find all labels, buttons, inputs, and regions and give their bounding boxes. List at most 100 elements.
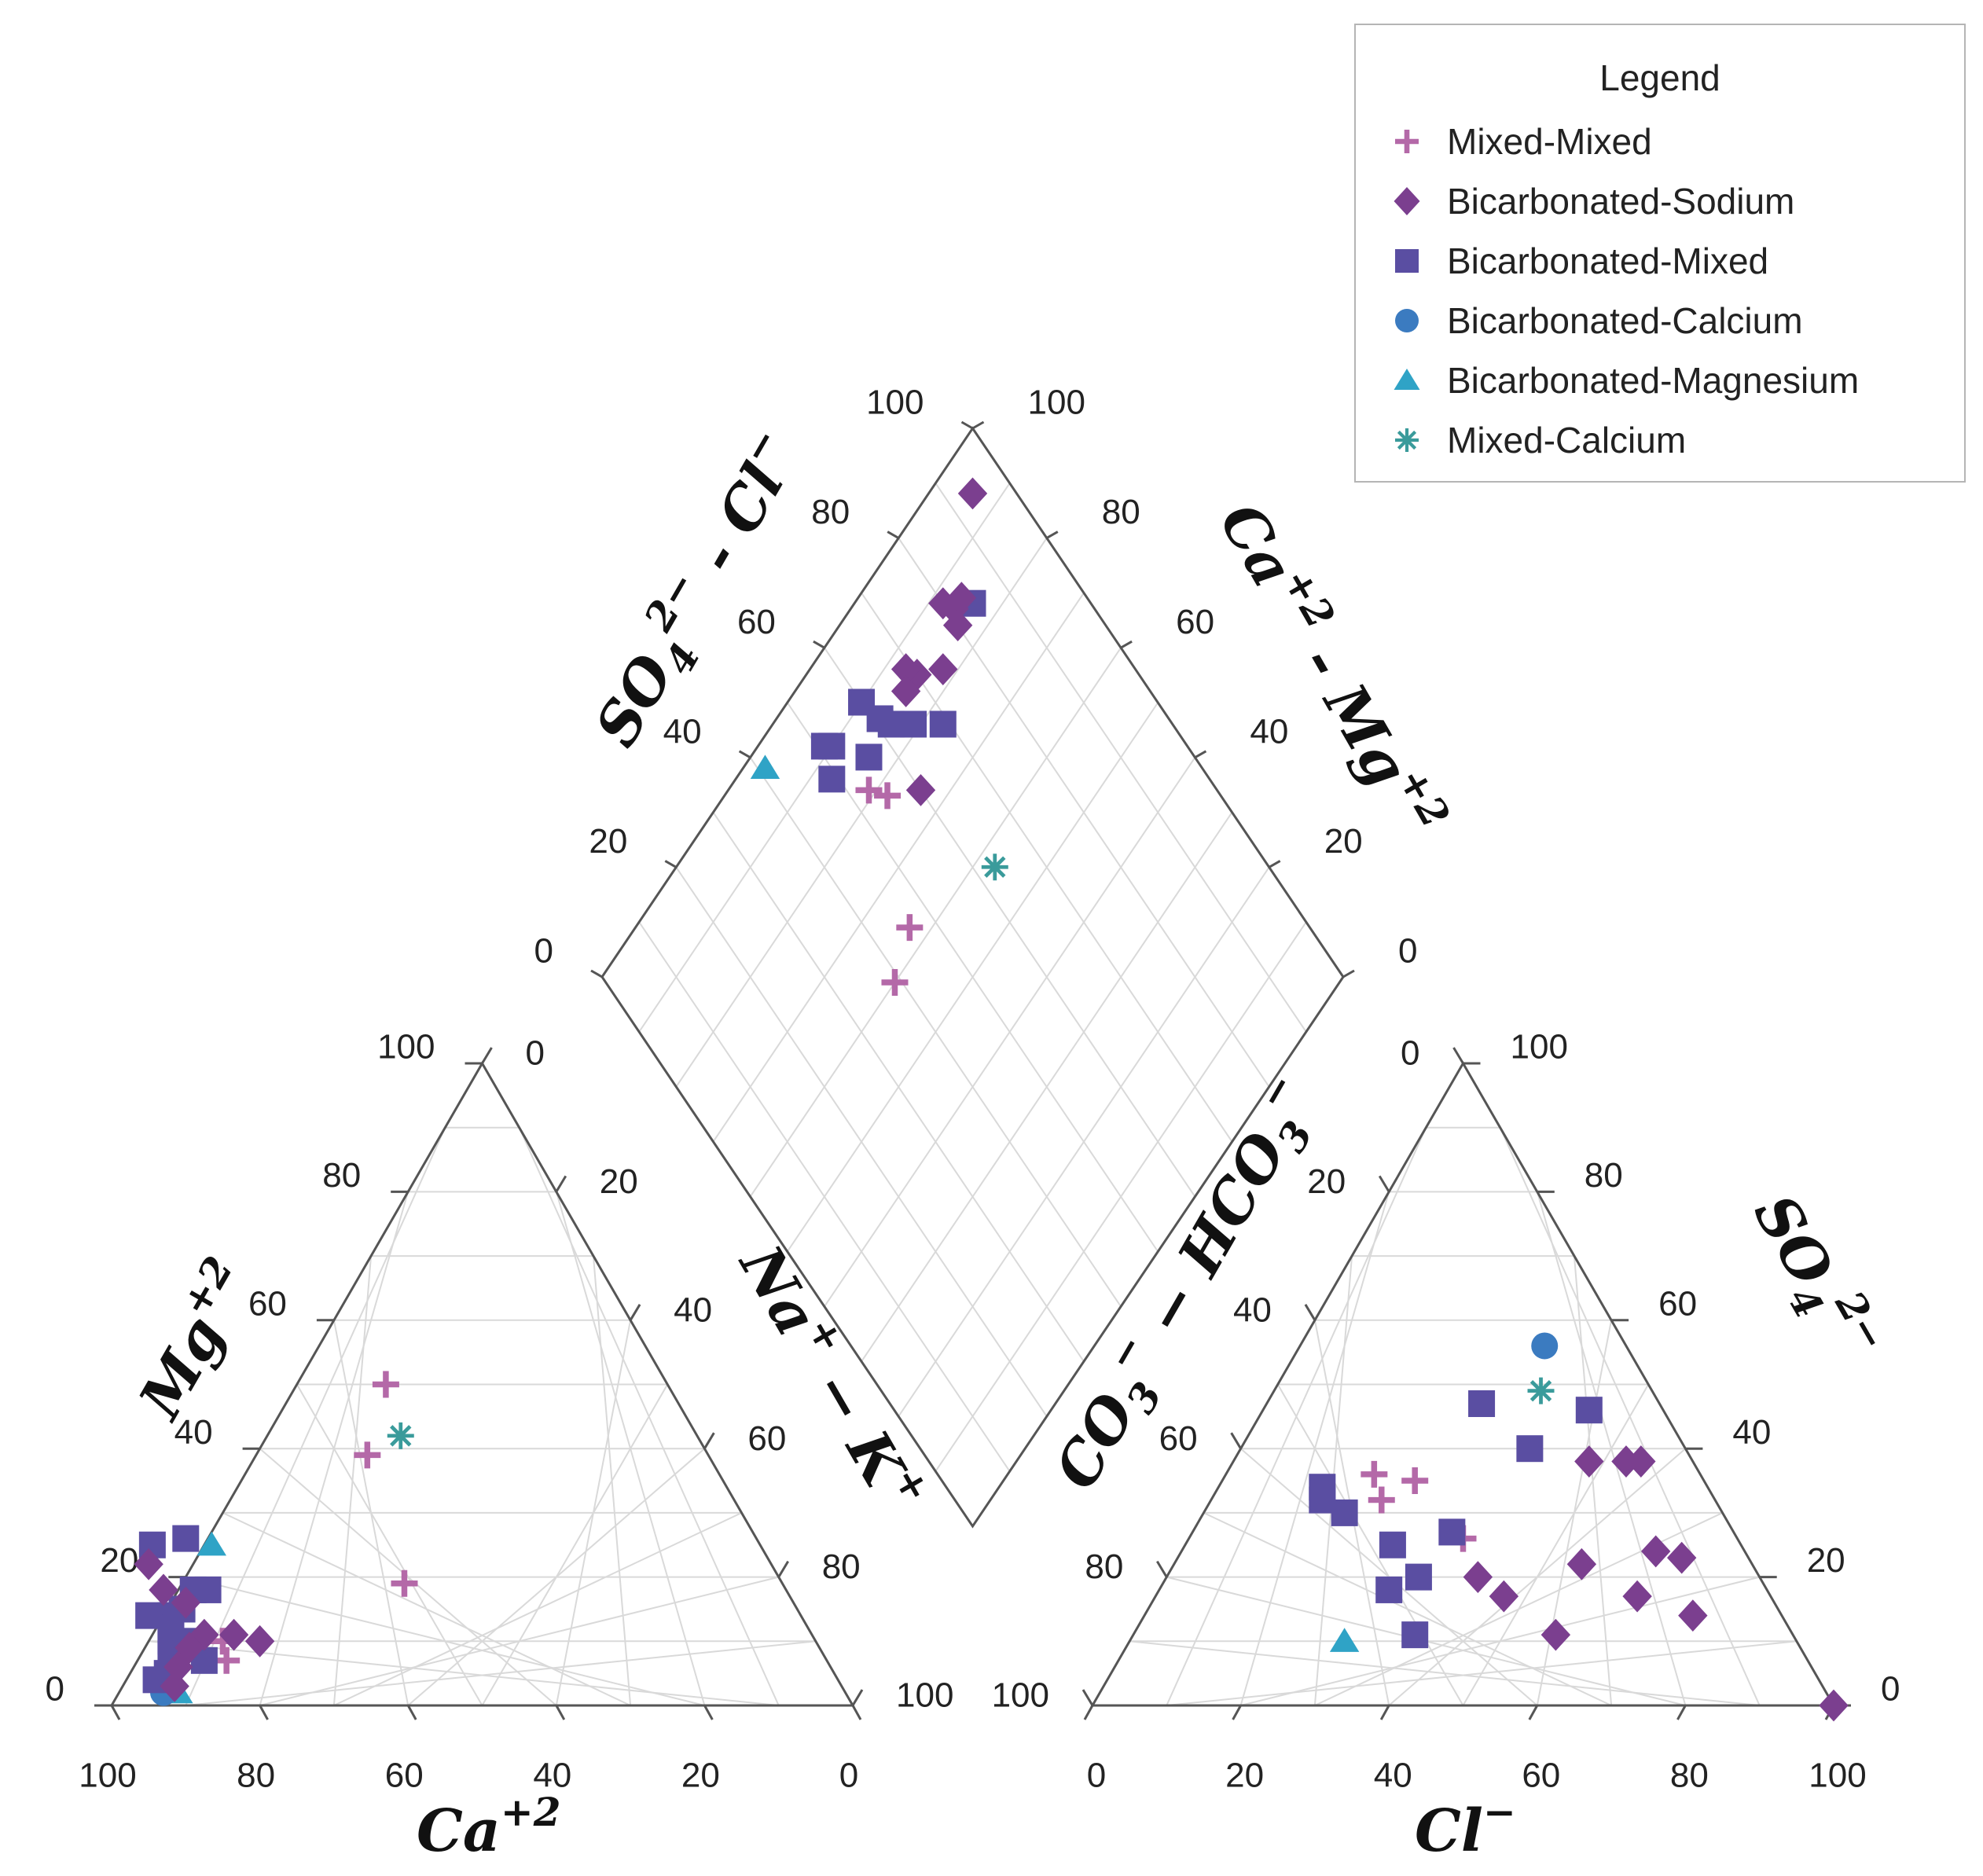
diamond-point (818, 765, 846, 793)
diamond-point (896, 914, 924, 942)
anion-bottom-tick-label: 100 (1809, 1757, 1866, 1795)
anion-grid-r (1203, 1511, 1612, 1706)
cation-bottom-tick-label: 80 (237, 1757, 275, 1795)
diamond-left-tick-mark (590, 969, 603, 978)
anion-bottom-tick-label: 60 (1522, 1757, 1560, 1795)
legend-marker-svg (1395, 130, 1419, 153)
anion-left-title-sup2: − (1247, 1065, 1304, 1117)
anion-right-title-sup: 2− (1826, 1283, 1897, 1359)
diamond-left-tick-label: 40 (663, 712, 702, 751)
anion-point (1516, 1435, 1544, 1463)
cation-point (171, 1586, 200, 1619)
anion-point (1401, 1467, 1429, 1495)
diamond-point (891, 653, 921, 685)
anion-grid-l (1499, 1127, 1761, 1706)
anion-right-tick-label: 40 (1732, 1413, 1771, 1452)
cation-point (160, 1670, 189, 1702)
diamond-left-tick-mark (813, 640, 825, 649)
anion-point (1368, 1486, 1395, 1514)
anion-point (1819, 1689, 1849, 1722)
legend-marker (1395, 428, 1419, 452)
diamond-marker-icon (1387, 182, 1427, 221)
anion-bottom-tick-label: 0 (1087, 1757, 1106, 1795)
cation-right-tick-label: 40 (674, 1290, 712, 1329)
diamond-left-title: SO42− - Cl− (575, 420, 823, 762)
cation-left-tick-label: 60 (248, 1284, 287, 1323)
triangle-marker-icon (1387, 361, 1427, 400)
cation-bottom-tick-label: 0 (839, 1757, 858, 1795)
legend-item: Mixed-Mixed (1387, 118, 1652, 165)
anion-point (1575, 1397, 1603, 1424)
legend-marker (1395, 249, 1419, 273)
legend-marker-svg (1394, 187, 1420, 215)
cation-grid-r (259, 1448, 557, 1706)
anion-bottom-tick-mark (1379, 1705, 1390, 1720)
anion-right-title-text: SO (1740, 1184, 1845, 1298)
anion-point (1405, 1563, 1432, 1591)
anion-bottom-tick-mark (1232, 1705, 1242, 1720)
anion-point (1489, 1580, 1519, 1613)
cation-grid-r (296, 1384, 483, 1706)
cation-right-tick-mark (555, 1175, 567, 1193)
diamond-left-tick-label: 20 (589, 822, 627, 861)
diamond-point (855, 743, 883, 771)
legend-label: Bicarbonated-Magnesium (1447, 360, 1860, 401)
frame-layer (94, 420, 1851, 1720)
legend-item: Bicarbonated-Magnesium (1387, 357, 1859, 404)
cation-grid-l (481, 1384, 669, 1706)
cation-left-tick-label: 20 (100, 1541, 138, 1580)
diamond-right-tick-label: 100 (1028, 384, 1085, 422)
anion-left-tick-mark (1452, 1047, 1464, 1064)
diamond-point (750, 754, 780, 779)
legend-label: Bicarbonated-Calcium (1447, 300, 1803, 341)
diamond-point (891, 675, 921, 707)
anion-left-tick-label: 80 (1085, 1547, 1123, 1586)
cation-right-tick-mark (629, 1304, 641, 1321)
cation-right-tick-mark (481, 1047, 493, 1064)
anion-right-tick-label: 60 (1658, 1284, 1697, 1323)
diamond-grid-a (861, 592, 1233, 1143)
cation-point (174, 1632, 204, 1664)
cation-bottom-tick-mark (406, 1705, 417, 1720)
cation-point (387, 1422, 414, 1449)
anion-left-tick-label: 40 (1233, 1290, 1272, 1329)
cation-right-tick-label: 100 (896, 1676, 953, 1715)
anion-right-tick-label: 100 (1511, 1028, 1568, 1066)
point-layer (134, 477, 1849, 1722)
legend-item: Mixed-Calcium (1387, 417, 1686, 464)
diamond-grid-a (935, 483, 1307, 1033)
cation-point (189, 1618, 219, 1651)
diamond-grid-a (824, 647, 1196, 1198)
anion-grid-r (1129, 1640, 1760, 1706)
cation-right-title: Na+ − K+ (725, 1229, 941, 1525)
diamond-right-tick-mark (971, 420, 985, 430)
diamond-right-tick-mark (1342, 969, 1355, 978)
cation-left-tick-label: 0 (46, 1670, 64, 1709)
anion-grid-l (1536, 1191, 1687, 1706)
cation-grid-l (592, 1256, 632, 1706)
anion-bottom-tick-label: 20 (1225, 1757, 1264, 1795)
diamond-point (928, 653, 958, 685)
cation-grid-r (149, 1640, 779, 1706)
diamond-point (981, 854, 1008, 881)
diamond-left-tick-label: 100 (866, 384, 924, 422)
diamond-point (905, 773, 936, 806)
anion-right-title: SO42− (1732, 1180, 1897, 1379)
cation-grid-l (555, 1320, 632, 1706)
anion-frame (1090, 1060, 1836, 1707)
diamond-point (848, 688, 876, 716)
legend-item: Bicarbonated-Sodium (1387, 178, 1794, 225)
anion-point (1622, 1580, 1652, 1613)
diamond-right-title-text2: - Mg (1278, 617, 1421, 798)
cation-left-tick-label: 40 (174, 1413, 213, 1452)
cation-right-tick-label: 20 (600, 1162, 638, 1201)
cation-right-tick-label: 80 (822, 1547, 861, 1586)
cation-point (149, 1573, 178, 1606)
cation-bottom-tick-mark (703, 1705, 714, 1720)
diamond-right-title: Ca+2 - Mg+2 (1206, 488, 1459, 850)
anion-point (1666, 1541, 1697, 1574)
anion-point (1331, 1499, 1358, 1526)
cation-grid-r (222, 1511, 631, 1706)
anion-left-tick-mark (1230, 1432, 1242, 1449)
